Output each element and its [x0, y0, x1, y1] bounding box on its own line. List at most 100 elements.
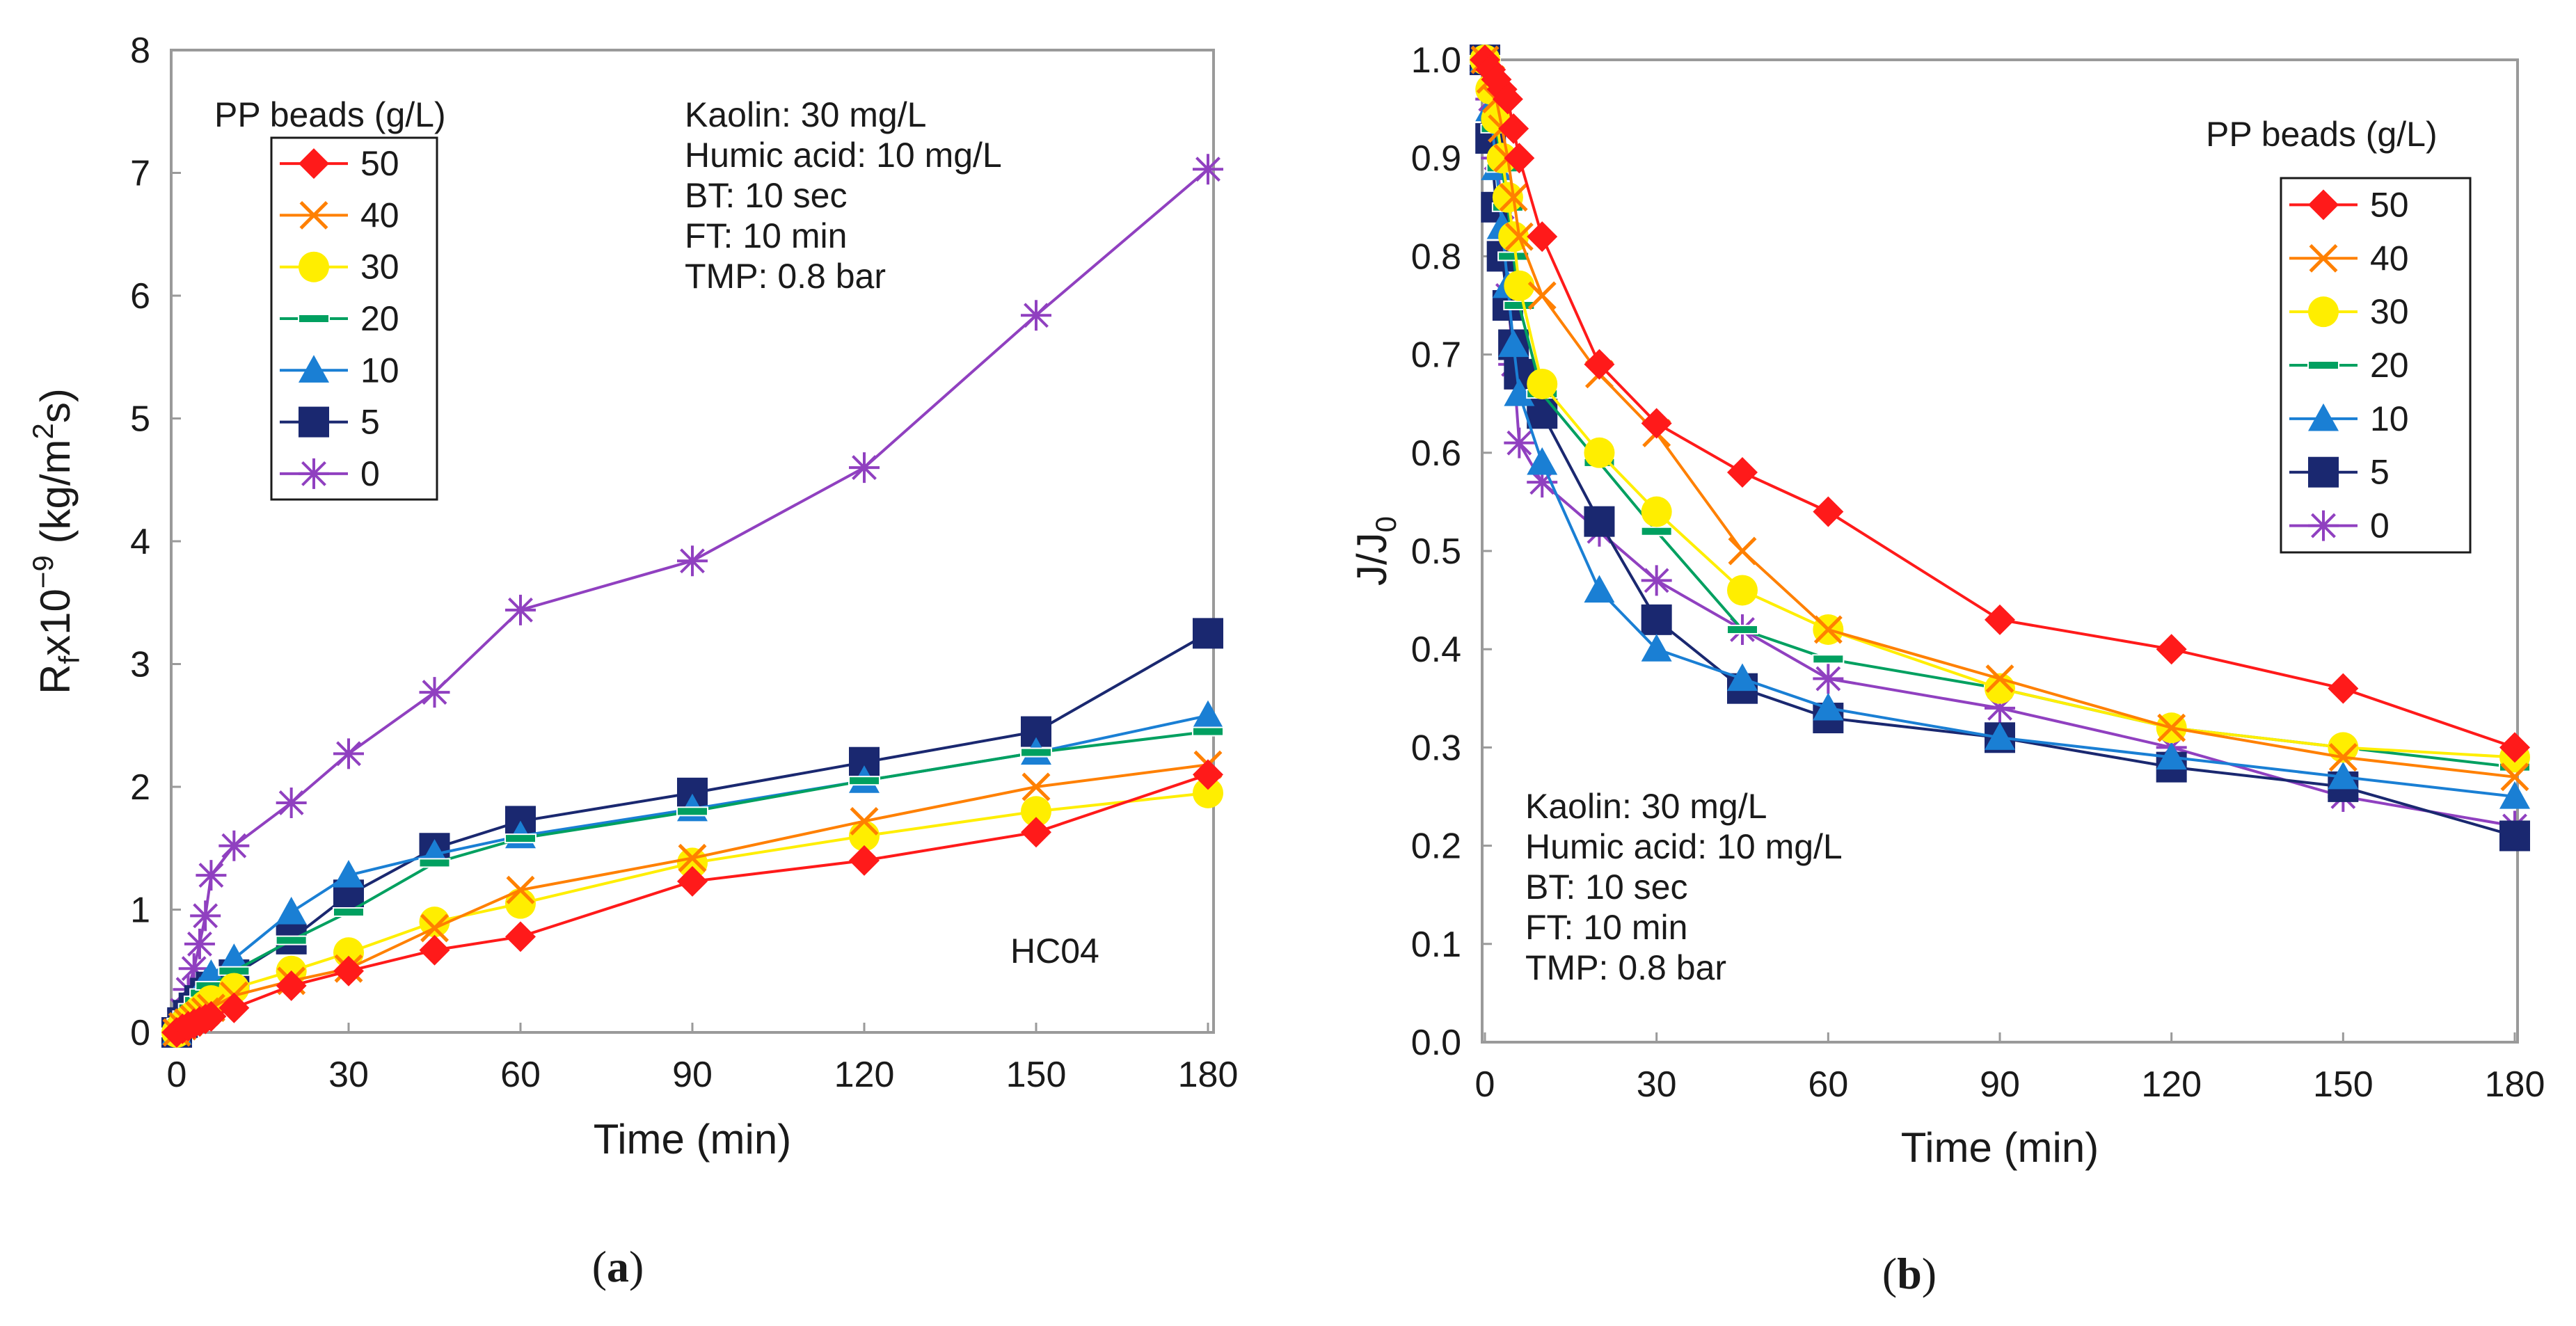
panel-b-letter: b [1897, 1249, 1922, 1298]
panel-b-legend-label: 10 [2370, 399, 2409, 438]
panel-b-series-10-point [2156, 742, 2187, 770]
panel-a-x-tick-label: 0 [167, 1055, 187, 1095]
panel-b-series-50-point [1727, 457, 1758, 488]
panel-b-y-tick-label: 0.9 [1411, 138, 1461, 179]
panel-a-legend-label: 30 [360, 248, 399, 287]
panel-a-series-0-point [419, 677, 450, 708]
panel-b-legend-marker [2308, 296, 2339, 328]
panel-a-legend-item-50[interactable]: 50 [280, 144, 399, 183]
panel-b-legend-item-20[interactable]: 20 [2289, 346, 2409, 385]
panel-a-x-tick-label: 30 [328, 1055, 369, 1095]
panel-b-series-10-point [1498, 329, 1529, 358]
panel-a-series-20-point [676, 806, 708, 817]
panel-b-x-tick-label: 150 [2313, 1064, 2374, 1105]
panel-a-series-50-point [1193, 759, 1223, 790]
panel-b-legend-marker [2309, 243, 2338, 273]
panel-a-series-group [161, 154, 1224, 1048]
panel-b-x-tick-label: 90 [1980, 1064, 2020, 1105]
panel-b-ylabel-main: J/J [1349, 532, 1395, 586]
panel-b-series-0-point [1985, 692, 2015, 724]
panel-b-series-10-point [1504, 378, 1535, 406]
panel-b-y-tick-label: 0.1 [1411, 925, 1461, 965]
panel-a-ylabel-rest: x10 [32, 589, 79, 656]
panel-a-series-20-point [504, 833, 536, 844]
panel-b-series-5-point [2499, 820, 2530, 852]
panel-a-series-50-point [333, 955, 364, 986]
panel-a-series-30-point [505, 888, 536, 919]
panel-b-series-30-point [1727, 575, 1758, 606]
panel-b-series-40-point [2500, 762, 2529, 792]
panel-b-y-tick-label: 0.6 [1411, 433, 1461, 474]
panel-b-series-30-point [1584, 437, 1615, 468]
panel-b-annotation-line: Humic acid: 10 mg/L [1525, 827, 1843, 866]
panel-a-legend-item-40[interactable]: 40 [280, 195, 399, 234]
panel-a-legend-label: 10 [360, 351, 399, 390]
panel-b-series-0-point [1504, 427, 1535, 458]
panel-a-y-tick-label: 0 [130, 1013, 150, 1053]
panel-a-series-20-point [333, 907, 365, 918]
panel-a-series-50-point [419, 934, 450, 966]
panel-b-series-50-point [2328, 673, 2359, 704]
panel-b-legend-label: 50 [2370, 185, 2409, 224]
panel-b-legend-marker [2308, 189, 2339, 221]
panel-a-legend-marker [299, 251, 329, 282]
panel-a-ylabel-main: R [32, 664, 79, 694]
panel-b-legend-item-10[interactable]: 10 [2289, 399, 2409, 438]
panel-a-letter: a [607, 1242, 629, 1291]
panel-b-legend-item-40[interactable]: 40 [2289, 239, 2409, 278]
panel-b-legend-marker [2308, 456, 2339, 488]
panel-a-legend-marker [298, 314, 330, 323]
panel-b-series-10-point [1727, 663, 1758, 692]
panel-b-x-tick-label: 0 [1475, 1064, 1495, 1105]
panel-b-legend-item-50[interactable]: 50 [2289, 185, 2409, 224]
panel-a-legend-item-5[interactable]: 5 [280, 403, 380, 442]
panel-b-legend-label: 20 [2370, 346, 2409, 385]
panel-a-series-10-point [333, 860, 364, 888]
panel-a-series-50 [161, 759, 1223, 1048]
panel-b-legend-item-0[interactable]: 0 [2289, 506, 2390, 545]
panel-b-x-tick-label: 30 [1637, 1064, 1677, 1105]
panel-b-series-50-point [1481, 64, 1512, 95]
panel-a-x-axis-title: Time (min) [594, 1116, 791, 1163]
panel-a-series-0-point [1021, 300, 1051, 331]
panel-a-series-50-point [196, 1001, 227, 1032]
panel-b-ticks: 0 30 60 90 120 150 180 0.0 0.1 0.2 0.3 0.4 0.5 0.6 0.7… [1411, 40, 2545, 1105]
panel-a-legend-item-20[interactable]: 20 [280, 299, 399, 338]
panel-b-series-10-point [1813, 692, 1844, 721]
panel-a-annotation-line: BT: 10 sec [685, 176, 847, 215]
panel-b-legend-item-5[interactable]: 5 [2289, 453, 2390, 492]
panel-b-legend-item-30[interactable]: 30 [2289, 292, 2409, 331]
panel-a-series-0-point [505, 594, 536, 625]
panel-a-legend-label: 40 [360, 195, 399, 234]
panel-b-y-tick-label: 0.0 [1411, 1023, 1461, 1063]
panel-a-series-40-point [678, 843, 707, 872]
panel-a-legend-label: 20 [360, 299, 399, 338]
panel-a-series-0-point [849, 452, 880, 484]
panel-b-annotation-line: BT: 10 sec [1525, 868, 1687, 906]
panel-b-chart: 0 30 60 90 120 150 180 0.0 0.1 0.2 0.3 0.4 0.5 0.6 0.7… [1349, 40, 2545, 1298]
panel-a-legend-item-30[interactable]: 30 [280, 248, 399, 287]
panel-b-x-axis-title: Time (min) [1901, 1124, 2099, 1171]
panel-b-x-tick-label: 120 [2141, 1064, 2202, 1105]
panel-a-legend-item-10[interactable]: 10 [280, 351, 399, 390]
panel-a-ylabel-units-exp: 2 [26, 423, 59, 439]
panel-a-series-20-point [848, 776, 880, 786]
panel-b-series-30-point [1641, 496, 1672, 527]
panel-a-series-50-point [849, 845, 880, 876]
panel-b-series-20-point [1497, 251, 1530, 262]
panel-b-series-group [1469, 45, 2531, 852]
panel-b-series-5-point [1584, 506, 1615, 537]
panel-b-series-20-point [1812, 654, 1845, 664]
panel-a-y-tick-label: 7 [130, 154, 150, 194]
panel-b-series-10-point [1985, 722, 2015, 750]
panel-b-series-10-point [1584, 575, 1615, 603]
panel-a-legend-marker [299, 458, 329, 489]
panel-b-annotation-line: FT: 10 min [1525, 908, 1687, 947]
panel-b-series-50-point [1527, 221, 1558, 253]
panel-a-legend-item-0[interactable]: 0 [280, 454, 380, 493]
panel-a-legend-label: 5 [360, 403, 380, 442]
